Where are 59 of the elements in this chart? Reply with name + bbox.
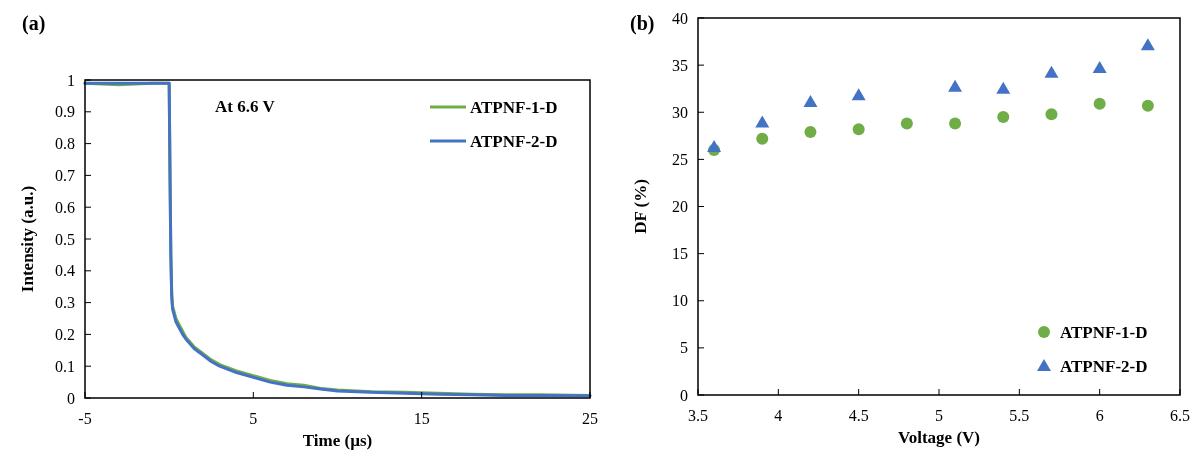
point bbox=[948, 79, 963, 92]
point bbox=[804, 126, 817, 139]
y-tick-label: 0.3 bbox=[55, 294, 75, 312]
point bbox=[851, 88, 866, 101]
x-axis-title: Time (µs) bbox=[302, 431, 373, 450]
y-tick-label: 15 bbox=[672, 245, 688, 263]
x-tick-label: 5 bbox=[935, 407, 943, 424]
y-tick-label: 40 bbox=[672, 9, 688, 27]
point bbox=[900, 117, 913, 130]
point bbox=[755, 115, 770, 128]
y-tick-label: 20 bbox=[672, 198, 688, 216]
y-tick-label: 35 bbox=[672, 56, 688, 74]
point bbox=[803, 94, 818, 107]
x-tick-label: 3.5 bbox=[688, 407, 708, 424]
y-tick-label: 0.4 bbox=[55, 262, 75, 280]
x-tick-label: 6 bbox=[1095, 407, 1104, 424]
y-axis-title: DF (%) bbox=[631, 179, 650, 234]
y-tick-label: 0 bbox=[680, 386, 688, 404]
x-tick-label: 4.5 bbox=[848, 407, 869, 424]
point bbox=[1045, 108, 1058, 121]
chart-title: (a) bbox=[22, 12, 46, 35]
point bbox=[1140, 38, 1155, 51]
y-tick-label: 25 bbox=[672, 150, 688, 168]
y-tick-label: 1 bbox=[67, 71, 75, 89]
x-tick-label: 25 bbox=[582, 410, 598, 427]
point bbox=[1093, 97, 1106, 110]
point bbox=[852, 123, 865, 136]
point bbox=[949, 117, 962, 130]
legend-label: ATPNF-2-D bbox=[1060, 356, 1148, 376]
annotation: At 6.6 V bbox=[215, 97, 276, 116]
point bbox=[996, 81, 1011, 94]
x-tick-label: 6.5 bbox=[1170, 407, 1190, 424]
y-tick-label: 0.2 bbox=[55, 326, 75, 343]
x-tick-label: 5 bbox=[249, 410, 258, 427]
y-tick-label: 0.8 bbox=[55, 135, 75, 153]
point bbox=[997, 110, 1010, 123]
point bbox=[1092, 60, 1107, 73]
legend-label: ATPNF-1-D bbox=[1060, 322, 1148, 342]
chart-title: (b) bbox=[630, 12, 655, 35]
legend-label: ATPNF-1-D bbox=[470, 97, 558, 117]
y-tick-label: 10 bbox=[672, 292, 688, 310]
x-tick-label: 15 bbox=[413, 410, 430, 427]
y-tick-label: 0.6 bbox=[55, 198, 75, 216]
x-tick-label: 4 bbox=[774, 407, 783, 424]
legend-label: ATPNF-2-D bbox=[470, 131, 558, 151]
y-axis-title: Intensity (a.u.) bbox=[18, 185, 37, 293]
y-tick-label: 0.5 bbox=[55, 230, 75, 248]
y-tick-label: 0.1 bbox=[55, 357, 75, 375]
y-tick-label: 30 bbox=[672, 103, 688, 121]
y-tick-label: 0 bbox=[67, 389, 75, 407]
x-axis-title: Voltage (V) bbox=[898, 428, 980, 447]
x-tick-label: -5 bbox=[78, 410, 92, 427]
point bbox=[1141, 99, 1154, 112]
x-tick-label: 5.5 bbox=[1009, 407, 1030, 424]
y-tick-label: 0.7 bbox=[55, 167, 75, 184]
y-tick-label: 5 bbox=[680, 339, 688, 357]
point bbox=[756, 132, 769, 145]
y-tick-label: 0.9 bbox=[55, 103, 75, 121]
point bbox=[1044, 65, 1059, 78]
